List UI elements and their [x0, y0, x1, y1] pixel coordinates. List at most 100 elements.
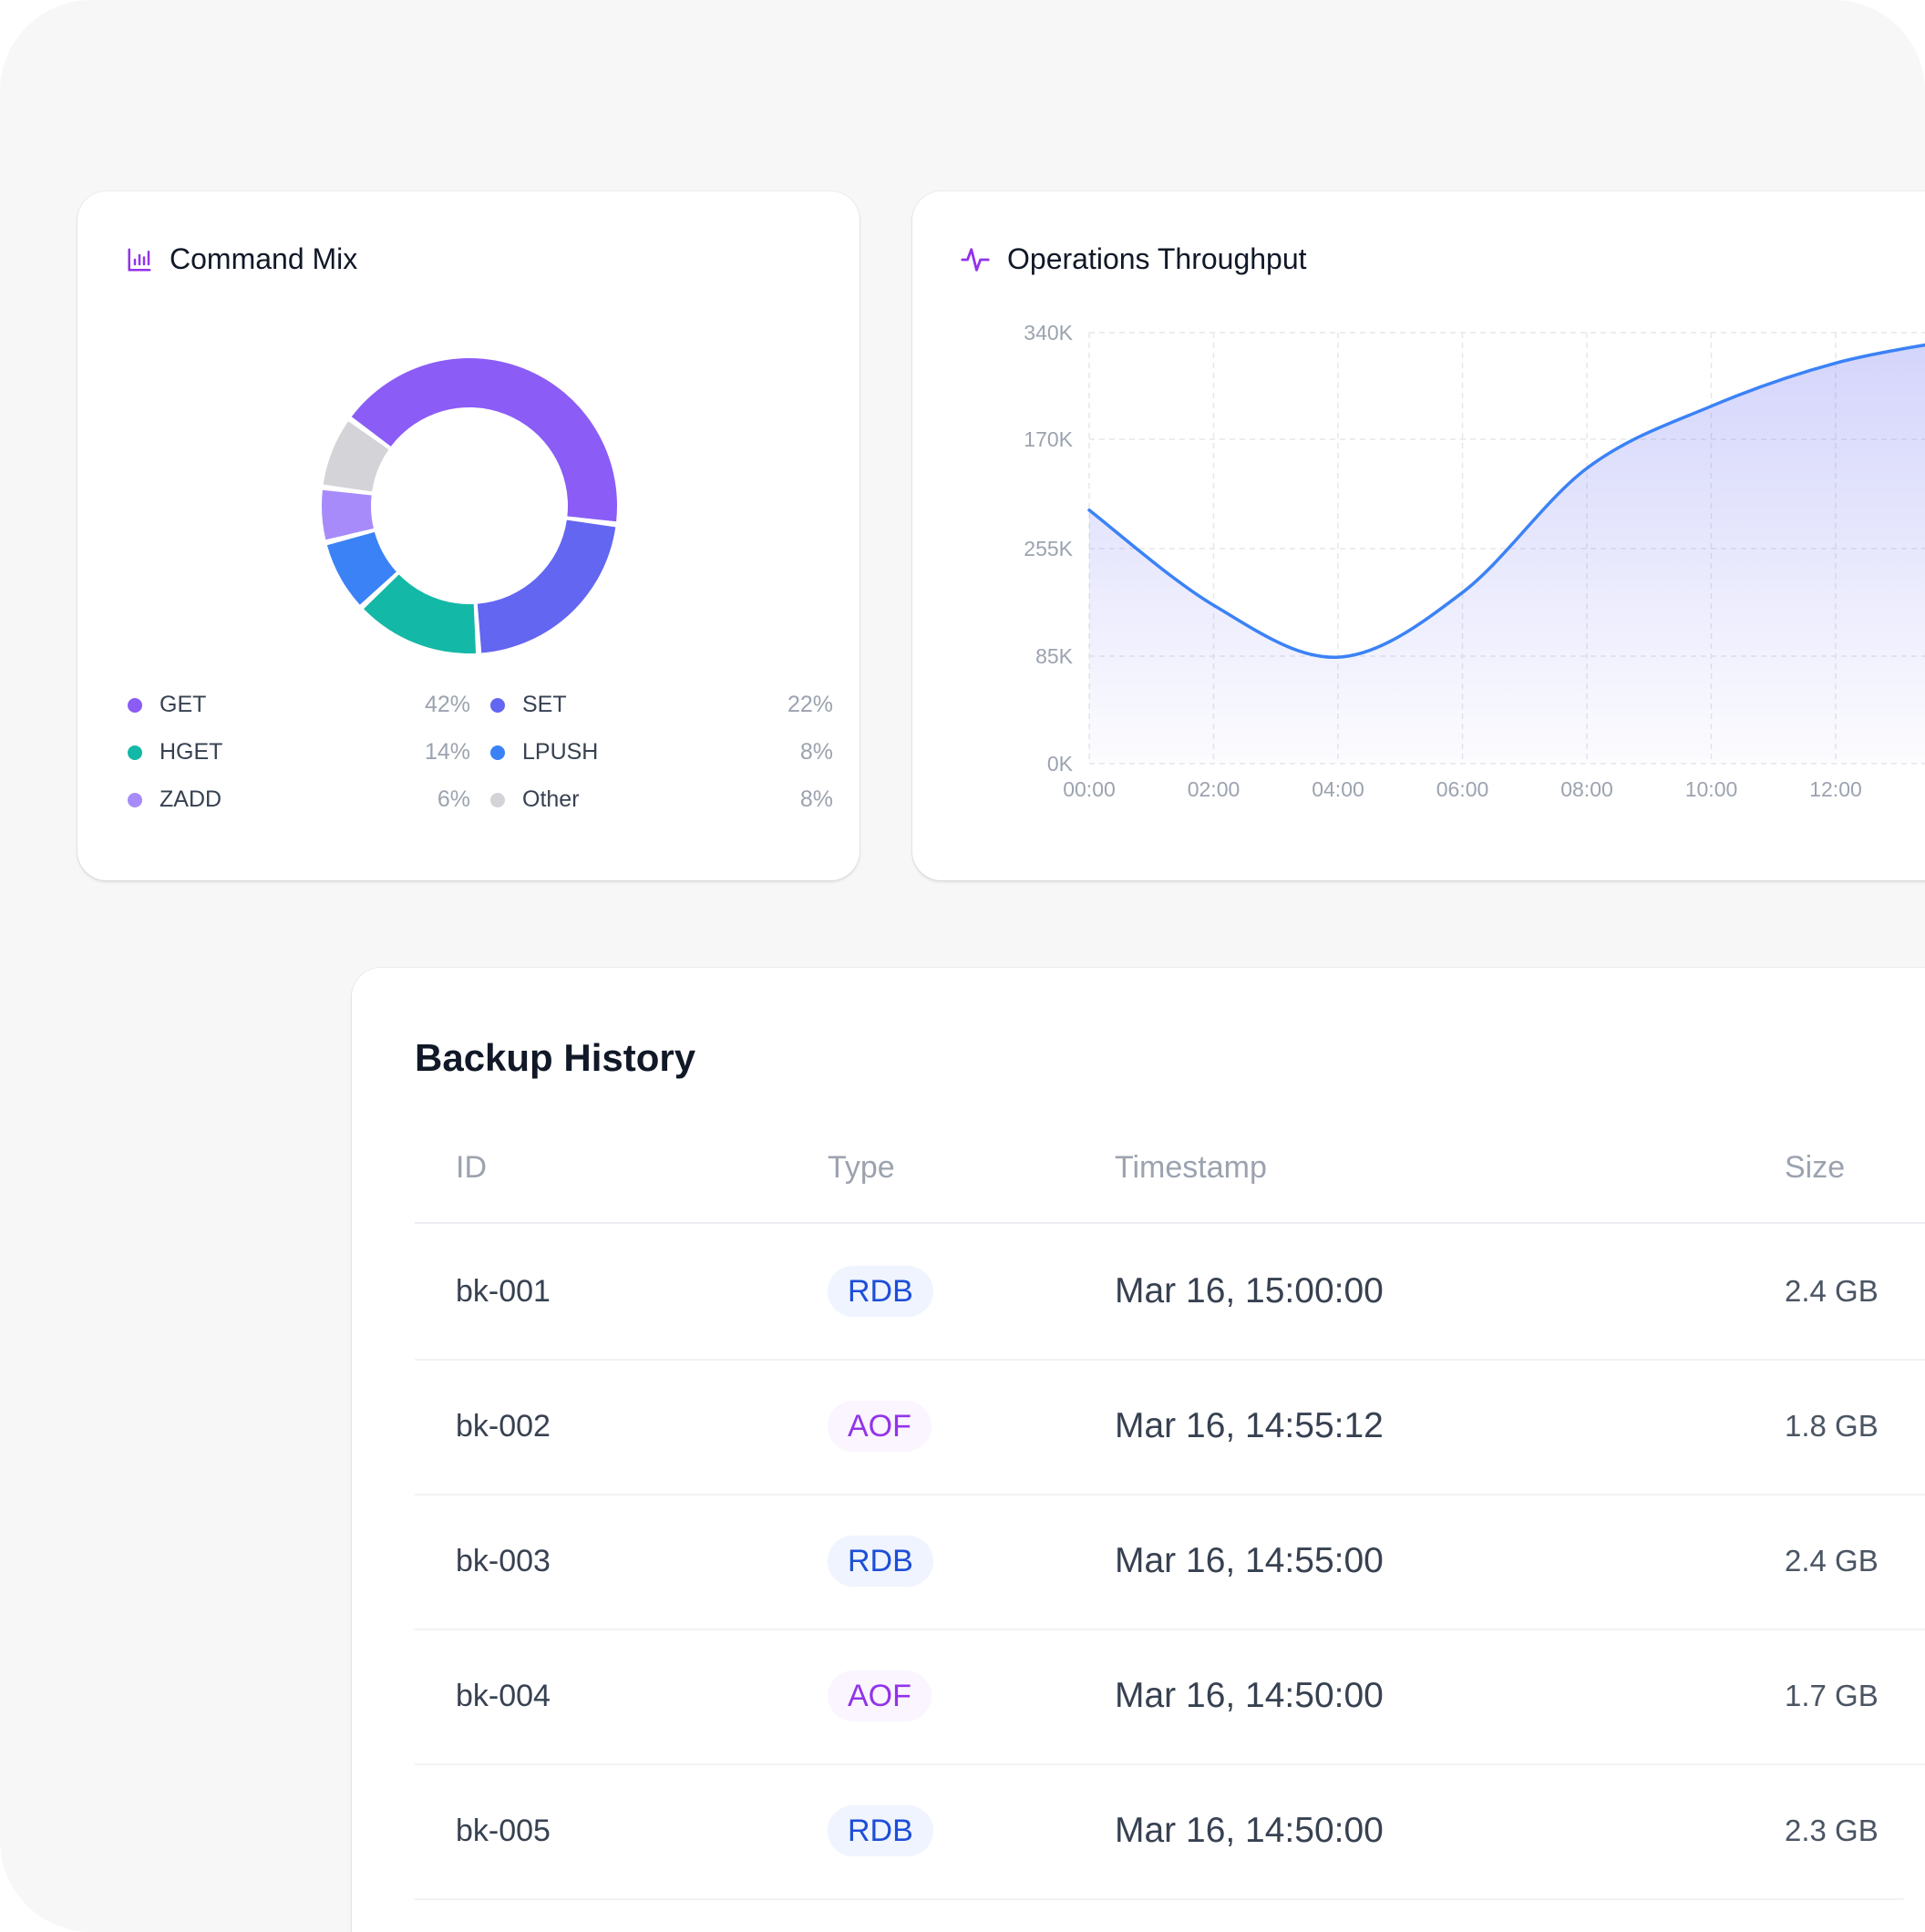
- cell-type: AOF: [828, 1359, 932, 1494]
- donut-slice-lpush[interactable]: [326, 531, 396, 605]
- throughput-title: Operations Throughput: [1007, 242, 1307, 275]
- legend-item-set[interactable]: SET 22%: [490, 691, 833, 719]
- cell-id: bk-005: [456, 1763, 551, 1898]
- backup-size: 2.4 GB: [1785, 1544, 1879, 1577]
- legend-percent: 8%: [799, 739, 833, 765]
- table-row[interactable]: bk-005 RDB Mar 16, 14:50:00 2.3 GB: [415, 1763, 1925, 1900]
- cell-timestamp: Mar 16, 14:55:12: [1115, 1359, 1384, 1494]
- table-row[interactable]: bk-002 AOF Mar 16, 14:55:12 1.8 GB: [415, 1359, 1925, 1495]
- donut-slice-other[interactable]: [323, 421, 389, 492]
- y-tick-label: 170K: [1024, 427, 1073, 451]
- donut-slice-get[interactable]: [351, 358, 617, 522]
- type-badge: AOF: [828, 1401, 932, 1452]
- cell-timestamp: Mar 16, 15:00:00: [1115, 1224, 1384, 1359]
- legend-item-get[interactable]: GET 42%: [128, 691, 470, 719]
- bar-chart-icon: [128, 248, 151, 271]
- cell-id: bk-004: [456, 1629, 551, 1763]
- type-badge: RDB: [828, 1266, 933, 1317]
- cell-size: 2.4 GB: [1785, 1224, 1879, 1359]
- cell-timestamp: Mar 16, 14:50:00: [1115, 1629, 1384, 1763]
- y-tick-label: 85K: [1035, 644, 1074, 668]
- legend-item-other[interactable]: Other 8%: [490, 786, 833, 814]
- cell-timestamp: Mar 16, 14:50:00: [1115, 1763, 1384, 1898]
- command-mix-donut-chart: [322, 358, 617, 653]
- x-tick-label: 08:00: [1560, 777, 1613, 801]
- backup-size: 2.3 GB: [1785, 1814, 1879, 1847]
- legend-dot: [490, 697, 505, 713]
- backup-id: bk-003: [456, 1543, 551, 1578]
- command-mix-legend: GET 42% SET 22% HGET 14% LPUSH 8% ZADD 6% Other 8%: [128, 691, 833, 814]
- y-tick-label: 255K: [1024, 537, 1073, 560]
- x-tick-label: 02:00: [1188, 777, 1240, 801]
- throughput-area-chart: 0K 85K 255K 170K 340K 00:00 02:00 04:00 06:00 08:…: [1024, 321, 1925, 801]
- throughput-header: Operations Throughput: [960, 242, 1307, 276]
- cell-id: bk-002: [456, 1359, 551, 1494]
- legend-item-hget[interactable]: HGET 14%: [128, 738, 470, 766]
- type-badge: RDB: [828, 1536, 933, 1587]
- legend-dot: [128, 697, 142, 713]
- cell-size: 2.3 GB: [1785, 1763, 1879, 1898]
- table-row[interactable]: bk-004 AOF Mar 16, 14:50:00 1.7 GB: [415, 1629, 1925, 1765]
- backup-history-title: Backup History: [415, 1036, 696, 1079]
- type-badge: RDB: [828, 1805, 933, 1856]
- x-tick-label: 10:00: [1685, 777, 1738, 801]
- legend-label: LPUSH: [522, 739, 599, 765]
- backup-id: bk-004: [456, 1678, 551, 1713]
- y-tick-label: 340K: [1024, 321, 1073, 344]
- activity-icon: [961, 247, 990, 272]
- legend-percent: 6%: [437, 786, 470, 812]
- donut-slice-set[interactable]: [477, 519, 616, 653]
- legend-dot: [128, 745, 142, 760]
- legend-percent: 22%: [787, 692, 833, 717]
- column-header-id[interactable]: ID: [456, 1150, 487, 1185]
- legend-percent: 42%: [424, 692, 470, 717]
- legend-label: Other: [522, 786, 580, 812]
- backup-history-card: Backup History ID Type Timestamp Size bk…: [352, 968, 1925, 1932]
- x-tick-label: 12:00: [1809, 777, 1862, 801]
- column-header-timestamp[interactable]: Timestamp: [1115, 1150, 1267, 1185]
- legend-item-lpush[interactable]: LPUSH 8%: [490, 738, 833, 766]
- donut-slice-zadd[interactable]: [322, 489, 374, 540]
- backup-size: 1.7 GB: [1785, 1679, 1879, 1712]
- legend-label: SET: [522, 692, 567, 717]
- legend-label: HGET: [160, 739, 223, 765]
- throughput-card: Operations Throughput 0K 85K 255K 170K 340K 0…: [912, 191, 1925, 880]
- column-header-type[interactable]: Type: [828, 1150, 895, 1185]
- backup-timestamp: Mar 16, 15:00:00: [1115, 1271, 1384, 1310]
- table-header: ID Type Timestamp Size: [415, 1150, 1925, 1224]
- legend-percent: 8%: [799, 786, 833, 812]
- type-badge: AOF: [828, 1670, 932, 1721]
- cell-type: AOF: [828, 1629, 932, 1763]
- cell-id: bk-001: [456, 1224, 551, 1359]
- backup-size: 1.8 GB: [1785, 1409, 1879, 1443]
- cell-size: 1.7 GB: [1785, 1629, 1879, 1763]
- cell-type: RDB: [828, 1494, 933, 1629]
- command-mix-header: Command Mix: [126, 242, 357, 276]
- x-tick-label: 04:00: [1312, 777, 1364, 801]
- throughput-area-fill: [1089, 344, 1925, 764]
- cell-size: 2.4 GB: [1785, 1494, 1879, 1629]
- legend-dot: [490, 745, 505, 760]
- backup-id: bk-001: [456, 1273, 551, 1309]
- command-mix-card: Command Mix GET 42% SET 22% HGET 14% LPUSH 8% ZA…: [77, 191, 860, 880]
- column-header-size[interactable]: Size: [1785, 1150, 1846, 1185]
- cell-timestamp: Mar 16, 14:55:00: [1115, 1494, 1384, 1629]
- legend-dot: [490, 792, 505, 807]
- legend-label: ZADD: [160, 786, 222, 812]
- cell-id: bk-003: [456, 1494, 551, 1629]
- table-row[interactable]: bk-003 RDB Mar 16, 14:55:00 2.4 GB: [415, 1494, 1925, 1630]
- backup-timestamp: Mar 16, 14:55:12: [1115, 1406, 1384, 1445]
- cell-type: RDB: [828, 1763, 933, 1898]
- legend-label: GET: [160, 692, 207, 717]
- legend-dot: [128, 792, 142, 807]
- table-row[interactable]: bk-001 RDB Mar 16, 15:00:00 2.4 GB: [415, 1224, 1925, 1361]
- backup-size: 2.4 GB: [1785, 1274, 1879, 1308]
- donut-slice-hget[interactable]: [364, 574, 477, 653]
- command-mix-title: Command Mix: [170, 242, 358, 275]
- x-tick-label: 00:00: [1063, 777, 1116, 801]
- x-tick-label: 06:00: [1436, 777, 1489, 801]
- legend-item-zadd[interactable]: ZADD 6%: [128, 786, 470, 814]
- cell-type: RDB: [828, 1224, 933, 1359]
- throughput-series-line[interactable]: [1087, 339, 1925, 659]
